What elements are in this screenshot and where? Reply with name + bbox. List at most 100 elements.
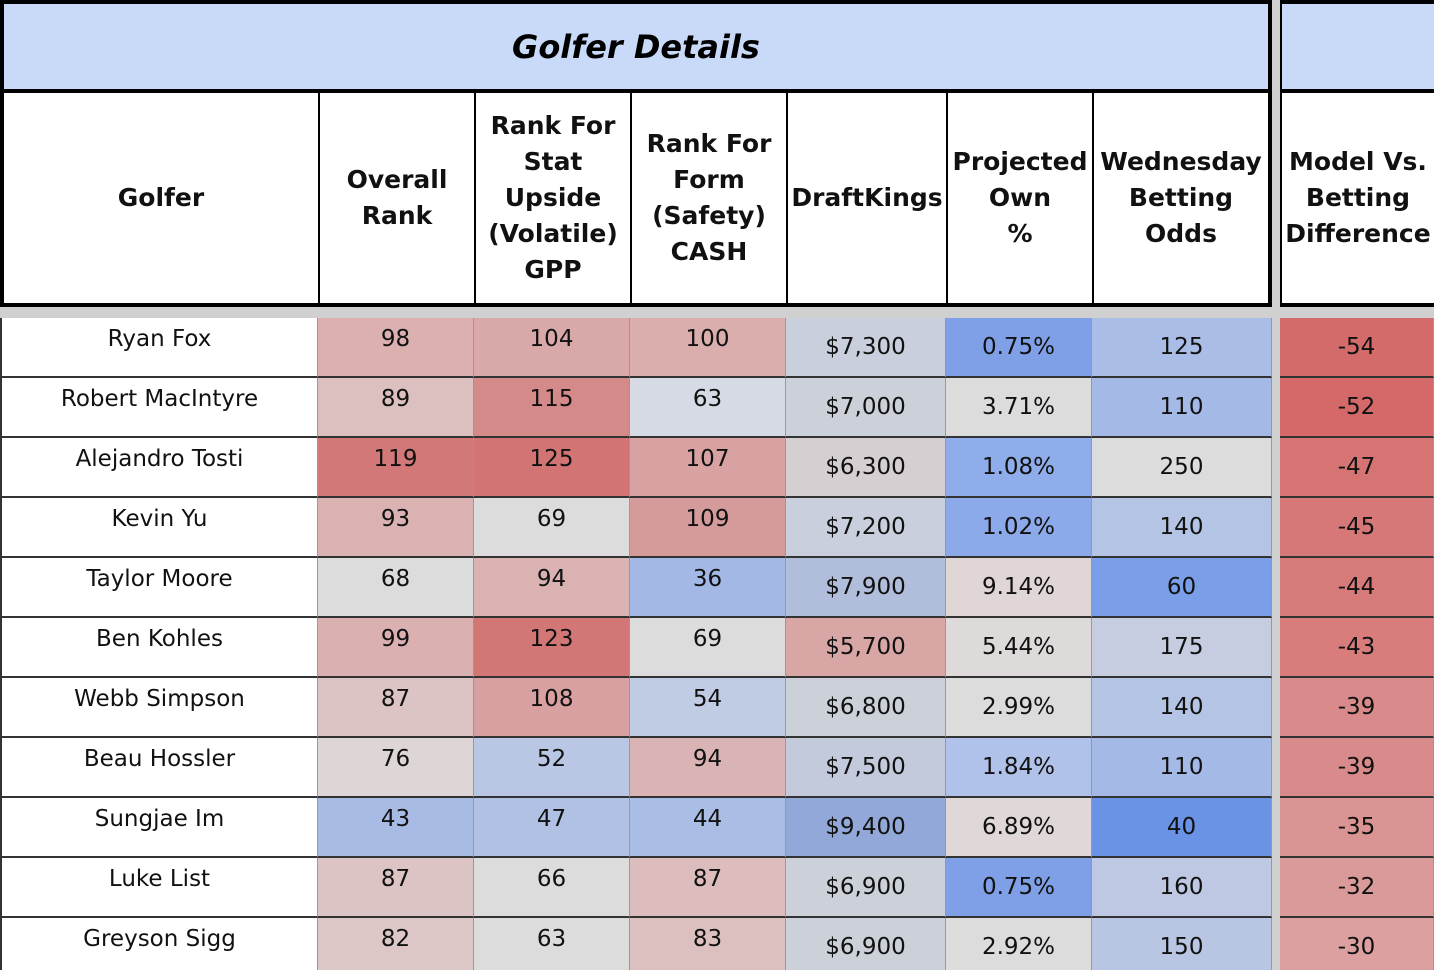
table-cell: 52: [474, 738, 630, 798]
column-header: Projected Own %: [946, 89, 1092, 307]
table-cell: 6.89%: [946, 798, 1092, 858]
table-cell: 125: [474, 438, 630, 498]
table-cell: 69: [630, 618, 786, 678]
table-cell: 2.92%: [946, 918, 1092, 970]
table-cell: 94: [474, 558, 630, 618]
column-header: Rank For Form (Safety) CASH: [630, 89, 786, 307]
table-cell: -30: [1280, 918, 1434, 970]
table-cell: 119: [318, 438, 474, 498]
table-cell: 110: [1092, 738, 1272, 798]
table-cell: $9,400: [786, 798, 946, 858]
table-cell: 54: [630, 678, 786, 738]
table-cell: 60: [1092, 558, 1272, 618]
table-cell: 100: [630, 318, 786, 378]
table-cell: -39: [1280, 738, 1434, 798]
title-bar-extension: [1280, 0, 1434, 93]
table-cell: 108: [474, 678, 630, 738]
table-cell: $6,900: [786, 858, 946, 918]
table-cell: 150: [1092, 918, 1272, 970]
table-cell: -39: [1280, 678, 1434, 738]
table-cell: -35: [1280, 798, 1434, 858]
column-header: Model Vs. Betting Difference: [1280, 89, 1434, 307]
golfer-name: Luke List: [0, 858, 318, 918]
table-cell: 123: [474, 618, 630, 678]
table-cell: 115: [474, 378, 630, 438]
table-cell: 63: [630, 378, 786, 438]
table-cell: 87: [630, 858, 786, 918]
table-cell: 82: [318, 918, 474, 970]
table-cell: 1.08%: [946, 438, 1092, 498]
golfer-name: Kevin Yu: [0, 498, 318, 558]
column-header: DraftKings: [786, 89, 946, 307]
golfer-name: Ben Kohles: [0, 618, 318, 678]
golfer-name: Robert MacIntyre: [0, 378, 318, 438]
table-cell: 94: [630, 738, 786, 798]
table-cell: 43: [318, 798, 474, 858]
table-cell: 140: [1092, 498, 1272, 558]
title-bar: Golfer Details: [0, 0, 1272, 93]
frozen-divider: [1272, 0, 1280, 970]
table-cell: 93: [318, 498, 474, 558]
table-cell: 68: [318, 558, 474, 618]
table-cell: -54: [1280, 318, 1434, 378]
table-cell: 3.71%: [946, 378, 1092, 438]
table-cell: $6,900: [786, 918, 946, 970]
table-cell: -43: [1280, 618, 1434, 678]
table-cell: $7,200: [786, 498, 946, 558]
frozen-divider: [0, 307, 1434, 318]
table-cell: $7,000: [786, 378, 946, 438]
table-cell: 0.75%: [946, 858, 1092, 918]
table-cell: 5.44%: [946, 618, 1092, 678]
table-cell: 40: [1092, 798, 1272, 858]
table-cell: $6,300: [786, 438, 946, 498]
table-cell: $6,800: [786, 678, 946, 738]
table-cell: 0.75%: [946, 318, 1092, 378]
table-cell: 109: [630, 498, 786, 558]
column-header: Wednesday Betting Odds: [1092, 89, 1272, 307]
table-cell: 1.02%: [946, 498, 1092, 558]
table-cell: 9.14%: [946, 558, 1092, 618]
table-cell: 140: [1092, 678, 1272, 738]
table-cell: $7,300: [786, 318, 946, 378]
table-cell: $5,700: [786, 618, 946, 678]
table-cell: 2.99%: [946, 678, 1092, 738]
table-cell: 87: [318, 678, 474, 738]
table-cell: 104: [474, 318, 630, 378]
table-cell: -44: [1280, 558, 1434, 618]
table-cell: 69: [474, 498, 630, 558]
golfer-name: Sungjae Im: [0, 798, 318, 858]
table-cell: 98: [318, 318, 474, 378]
table-cell: 44: [630, 798, 786, 858]
table-cell: 1.84%: [946, 738, 1092, 798]
table-cell: 175: [1092, 618, 1272, 678]
golfer-name: Ryan Fox: [0, 318, 318, 378]
golfer-name: Alejandro Tosti: [0, 438, 318, 498]
table-cell: -45: [1280, 498, 1434, 558]
column-header: Rank For Stat Upside (Volatile) GPP: [474, 89, 630, 307]
golfer-name: Beau Hossler: [0, 738, 318, 798]
table-cell: 160: [1092, 858, 1272, 918]
table-cell: 66: [474, 858, 630, 918]
column-header: Golfer: [0, 89, 318, 307]
column-header: Overall Rank: [318, 89, 474, 307]
table-cell: 76: [318, 738, 474, 798]
table-cell: 107: [630, 438, 786, 498]
golfer-name: Taylor Moore: [0, 558, 318, 618]
table-cell: 47: [474, 798, 630, 858]
table-cell: $7,900: [786, 558, 946, 618]
table-cell: 89: [318, 378, 474, 438]
table-cell: $7,500: [786, 738, 946, 798]
golfer-name: Greyson Sigg: [0, 918, 318, 970]
table-cell: 83: [630, 918, 786, 970]
table-cell: -52: [1280, 378, 1434, 438]
table-cell: 63: [474, 918, 630, 970]
table-cell: -32: [1280, 858, 1434, 918]
table-cell: 99: [318, 618, 474, 678]
golfer-name: Webb Simpson: [0, 678, 318, 738]
table-cell: 36: [630, 558, 786, 618]
table-cell: 87: [318, 858, 474, 918]
table-cell: 125: [1092, 318, 1272, 378]
table-cell: 110: [1092, 378, 1272, 438]
table-cell: 250: [1092, 438, 1272, 498]
